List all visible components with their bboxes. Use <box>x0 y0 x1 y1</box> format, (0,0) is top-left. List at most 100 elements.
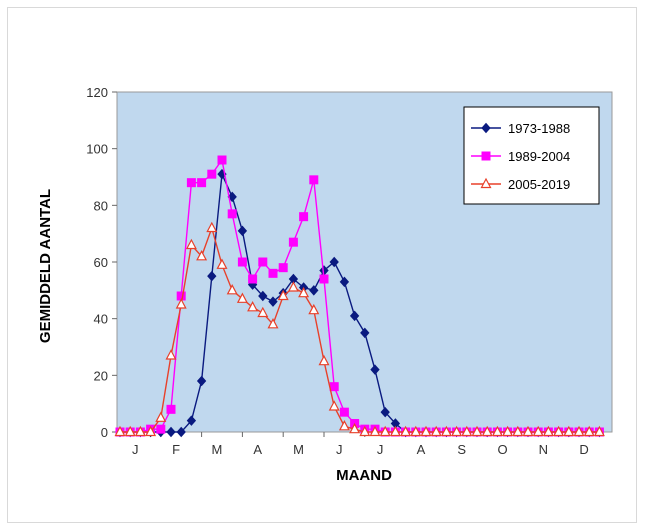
y-tick-label: 0 <box>101 425 108 440</box>
data-point <box>481 151 491 161</box>
x-tick-label: M <box>211 442 222 457</box>
x-tick-label: J <box>132 442 139 457</box>
data-point <box>258 290 268 302</box>
data-point <box>268 296 278 307</box>
data-point <box>491 425 503 437</box>
data-point <box>370 364 380 375</box>
data-point <box>380 406 390 418</box>
data-point <box>227 209 237 219</box>
data-point <box>440 425 452 437</box>
data-point <box>166 404 176 414</box>
x-axis-title: MAAND <box>336 467 392 484</box>
data-point <box>267 318 279 329</box>
line-chart: 0 20 40 60 80 100 120 J F M A M J J A S O N D GEMIDDELD A… <box>37 85 613 484</box>
data-point <box>156 424 166 434</box>
data-point <box>471 425 483 437</box>
data-point <box>309 285 319 296</box>
data-point <box>349 310 360 322</box>
data-point <box>277 289 289 301</box>
y-axis-title: GEMIDDELD AANTAL <box>37 189 54 343</box>
data-point <box>360 327 370 339</box>
x-tick-label: M <box>293 442 304 457</box>
data-point <box>176 426 186 438</box>
data-point <box>451 425 463 437</box>
data-point <box>379 425 391 437</box>
data-point <box>278 263 288 273</box>
data-point <box>481 122 491 134</box>
series-2005-2019 <box>114 221 605 437</box>
data-point <box>165 349 177 360</box>
y-tick-label: 80 <box>94 198 108 213</box>
data-point <box>309 175 319 185</box>
data-point <box>583 425 595 437</box>
data-point <box>328 400 340 411</box>
data-point <box>593 425 605 437</box>
x-tick-label: S <box>457 442 466 457</box>
data-point <box>339 407 349 417</box>
data-point <box>573 425 585 437</box>
data-point <box>400 425 412 437</box>
data-point <box>166 426 176 438</box>
data-point <box>257 306 269 318</box>
data-point <box>124 425 136 437</box>
data-point <box>258 257 268 267</box>
data-point <box>420 425 432 437</box>
data-point <box>186 415 197 426</box>
data-point <box>207 169 217 179</box>
data-point <box>563 425 575 437</box>
data-point <box>339 276 350 288</box>
data-point <box>359 425 371 437</box>
data-point <box>196 250 208 261</box>
data-point <box>196 375 207 387</box>
data-point <box>349 422 361 434</box>
legend-label: 1973-1988 <box>508 121 570 136</box>
y-tick-label: 120 <box>86 85 108 100</box>
data-point <box>155 411 167 422</box>
x-tick-label: N <box>539 442 548 457</box>
data-point <box>287 281 299 292</box>
data-point <box>542 425 554 437</box>
data-point <box>329 382 339 392</box>
x-tick-label: J <box>336 442 343 457</box>
data-point <box>338 420 350 431</box>
data-point <box>268 268 278 278</box>
data-point <box>430 425 442 437</box>
data-point <box>145 425 157 437</box>
data-point <box>226 284 238 295</box>
data-point <box>553 425 565 437</box>
legend: 1973-1988 1989-2004 2005-2019 <box>463 106 600 205</box>
data-point <box>186 178 196 188</box>
data-point <box>298 286 310 298</box>
chart-frame: 0 20 40 60 80 100 120 J F M A M J J A S O N D GEMIDDELD A… <box>7 7 637 523</box>
legend-label: 2005-2019 <box>508 177 570 192</box>
data-point <box>227 191 237 203</box>
data-point <box>206 221 218 233</box>
data-point <box>185 238 197 250</box>
data-point <box>319 274 329 284</box>
data-point <box>247 301 259 312</box>
data-point <box>134 425 146 437</box>
x-tick-label: O <box>497 442 507 457</box>
y-tick-label: 20 <box>94 368 108 383</box>
data-point <box>299 212 309 222</box>
data-point <box>481 425 493 437</box>
legend-label: 1989-2004 <box>508 149 570 164</box>
data-point <box>175 298 187 309</box>
data-point <box>216 258 228 269</box>
y-tick-label: 40 <box>94 312 108 327</box>
data-point <box>512 425 524 437</box>
data-point <box>248 274 258 284</box>
data-point <box>480 177 492 189</box>
y-tick-label: 60 <box>94 255 108 270</box>
data-point <box>522 425 534 437</box>
data-point <box>461 425 473 437</box>
data-point <box>369 425 381 437</box>
data-point <box>502 425 514 437</box>
data-point <box>329 256 339 268</box>
x-tick-label: A <box>417 442 426 457</box>
data-point <box>197 178 207 188</box>
data-point <box>410 425 422 437</box>
data-point <box>532 425 544 437</box>
data-point <box>389 425 401 437</box>
x-tick-label: D <box>579 442 588 457</box>
